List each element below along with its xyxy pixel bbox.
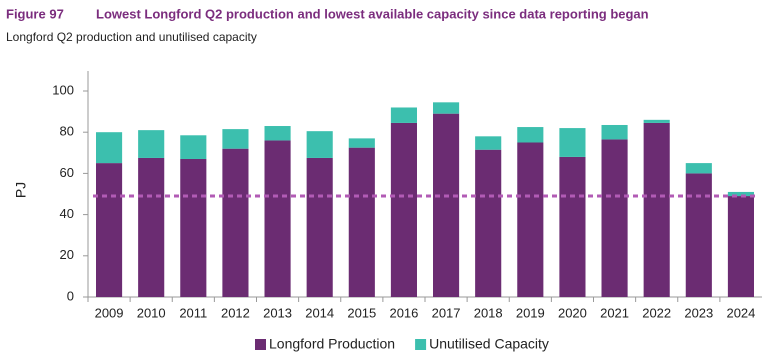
x-tick-label: 2015 — [347, 305, 376, 320]
bar-segment — [390, 107, 417, 123]
y-tick-label: 20 — [60, 247, 74, 262]
bar-segment — [306, 157, 333, 297]
bar-segment — [433, 102, 460, 114]
bar-segment — [138, 157, 165, 297]
x-tick-label: 2016 — [389, 305, 418, 320]
legend-label: Longford Production — [269, 336, 395, 352]
bar-segment — [559, 156, 586, 297]
x-tick-label: 2010 — [137, 305, 166, 320]
bar-segment — [96, 163, 123, 297]
bar-segment — [390, 122, 417, 298]
chart-subtitle: Longford Q2 production and unutilised ca… — [6, 30, 257, 44]
y-tick-label: 0 — [67, 288, 74, 303]
y-tick-label: 60 — [60, 165, 74, 180]
bar-segment — [264, 126, 291, 141]
bar-segment — [517, 142, 544, 297]
x-tick-label: 2020 — [558, 305, 587, 320]
bar-segment — [264, 140, 291, 297]
bar-segment — [475, 136, 502, 150]
x-tick-label: 2014 — [305, 305, 334, 320]
bar-segment — [601, 124, 628, 140]
chart-title: Lowest Longford Q2 production and lowest… — [96, 6, 649, 21]
bar-segment — [559, 128, 586, 157]
x-tick-label: 2024 — [726, 305, 755, 320]
bar-segment — [180, 158, 207, 297]
y-tick-label: 40 — [60, 206, 74, 221]
legend-swatch — [255, 339, 266, 350]
x-tick-label: 2023 — [684, 305, 713, 320]
bar-segment — [475, 149, 502, 297]
bar-segment — [348, 147, 375, 297]
x-tick-label: 2019 — [516, 305, 545, 320]
x-tick-label: 2013 — [263, 305, 292, 320]
x-tick-label: 2011 — [179, 305, 207, 320]
x-tick-label: 2009 — [95, 305, 124, 320]
bar-segment — [306, 131, 333, 158]
bar-segment — [348, 138, 375, 148]
bar-segment — [601, 139, 628, 297]
bar-segment — [727, 196, 754, 297]
bar-segment — [643, 119, 670, 123]
x-tick-label: 2017 — [432, 305, 461, 320]
y-tick-label: 100 — [52, 82, 74, 97]
bar-segment — [138, 130, 165, 158]
bar-segment — [685, 163, 712, 174]
x-tick-label: 2022 — [642, 305, 671, 320]
bar-segment — [517, 127, 544, 143]
bar-segment — [727, 191, 754, 197]
bar-segment — [222, 129, 249, 149]
y-tick-label: 80 — [60, 124, 74, 139]
y-axis-title: PJ — [13, 182, 29, 198]
legend-label: Unutilised Capacity — [429, 336, 549, 352]
legend-swatch — [415, 339, 427, 350]
x-tick-label: 2018 — [474, 305, 503, 320]
x-tick-label: 2012 — [221, 305, 250, 320]
bar-segment — [433, 113, 460, 297]
bar-segment — [180, 135, 207, 159]
x-tick-label: 2021 — [600, 305, 629, 320]
figure-label: Figure 97 — [6, 6, 64, 21]
bar-segment — [685, 173, 712, 297]
bar-segment — [643, 122, 670, 298]
bar-segment — [96, 132, 123, 164]
bar-segment — [222, 148, 249, 297]
